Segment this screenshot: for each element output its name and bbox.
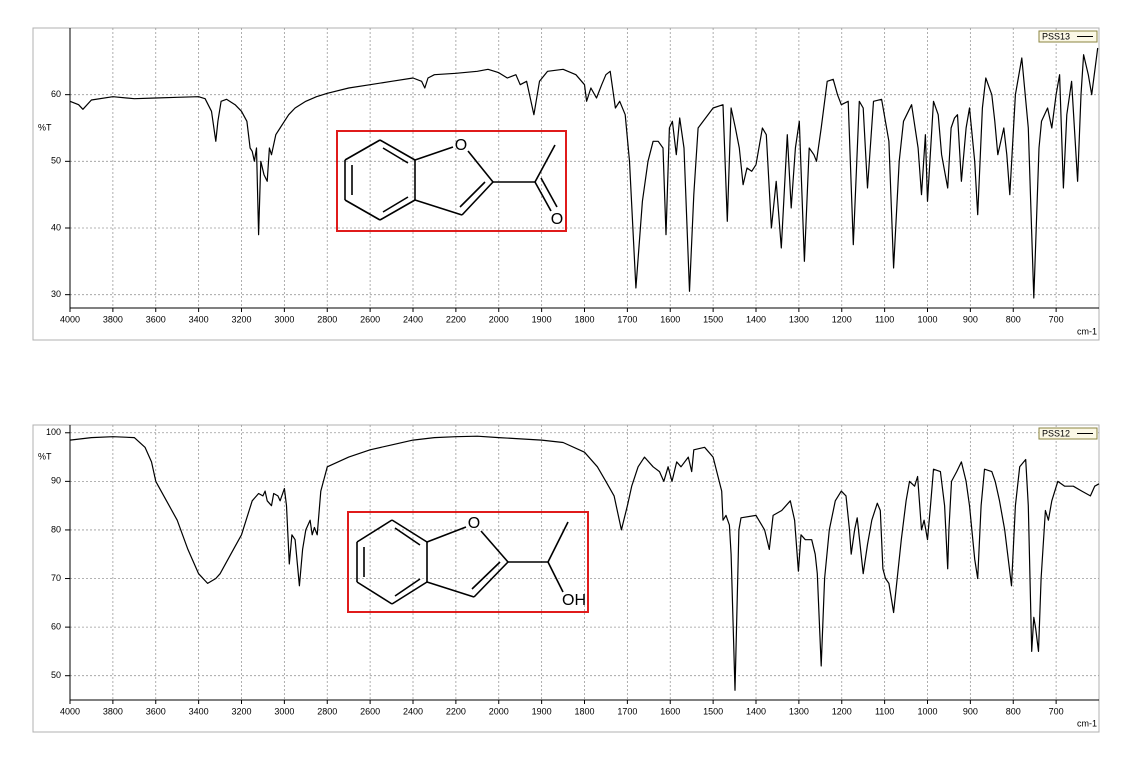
x-tick-label: 1000	[917, 706, 937, 716]
panel-frame	[32, 27, 1100, 341]
x-tick-label: 3600	[146, 706, 166, 716]
x-tick-label: 4000	[60, 314, 80, 324]
x-tick-label: 700	[1049, 314, 1064, 324]
x-tick-label: 3200	[231, 706, 251, 716]
x-tick-label: 2000	[489, 706, 509, 716]
x-tick-label: 1500	[703, 314, 723, 324]
y-tick-label: 80	[51, 524, 61, 534]
y-tick-label: 70	[51, 573, 61, 583]
structure-alcohol: O OH	[347, 511, 589, 613]
x-tick-label: 1800	[574, 706, 594, 716]
legend-label: PSS12	[1042, 428, 1070, 438]
x-tick-label: 1700	[617, 314, 637, 324]
x-tick-label: 3800	[103, 314, 123, 324]
atom-label: O	[468, 515, 480, 532]
y-tick-label: 90	[51, 476, 61, 486]
y-tick-label: 60	[51, 621, 61, 631]
x-tick-label: 1600	[660, 706, 680, 716]
x-tick-label: 4000	[60, 706, 80, 716]
x-tick-label: 1100	[875, 314, 894, 324]
x-tick-label: 1300	[789, 314, 809, 324]
x-tick-label: 800	[1006, 314, 1021, 324]
x-tick-label: 1100	[875, 706, 894, 716]
structure-ketone: O O	[336, 130, 567, 232]
x-tick-label: 2200	[446, 706, 466, 716]
x-tick-label: 2400	[403, 706, 423, 716]
x-tick-label: 3200	[231, 314, 251, 324]
x-tick-label: 3400	[189, 314, 209, 324]
y-axis-label: %T	[38, 451, 52, 461]
x-tick-label: 1200	[832, 706, 852, 716]
x-tick-label: 900	[963, 314, 978, 324]
x-tick-label: 1800	[574, 314, 594, 324]
x-tick-label: 1900	[532, 314, 552, 324]
y-axis-label: %T	[38, 122, 52, 132]
x-tick-label: 1400	[746, 314, 766, 324]
structure-box	[336, 130, 567, 232]
x-tick-label: 1900	[532, 706, 552, 716]
x-tick-label: 1400	[746, 706, 766, 716]
y-tick-label: 100	[46, 427, 61, 437]
x-tick-label: 800	[1006, 706, 1021, 716]
x-tick-label: 1200	[832, 314, 852, 324]
legend-box	[1038, 427, 1098, 440]
x-tick-label: 2600	[360, 706, 380, 716]
atom-label: O	[455, 137, 467, 154]
x-tick-label: 1600	[660, 314, 680, 324]
x-tick-label: 2200	[446, 314, 466, 324]
structure-box	[347, 511, 589, 613]
x-tick-label: 2600	[360, 314, 380, 324]
x-tick-label: 2000	[489, 314, 509, 324]
x-axis-label: cm-1	[1077, 326, 1097, 336]
x-tick-label: 2800	[317, 314, 337, 324]
spectrum-line	[69, 435, 1100, 691]
y-tick-label: 50	[51, 670, 61, 680]
x-tick-label: 700	[1049, 706, 1064, 716]
x-tick-label: 1700	[617, 706, 637, 716]
x-tick-label: 3000	[274, 314, 294, 324]
x-tick-label: 2800	[317, 706, 337, 716]
x-tick-label: 1000	[917, 314, 937, 324]
y-tick-label: 60	[51, 89, 61, 99]
x-tick-label: 1300	[789, 706, 809, 716]
y-tick-label: 30	[51, 289, 61, 299]
x-axis-label: cm-1	[1077, 718, 1097, 728]
x-tick-label: 3600	[146, 314, 166, 324]
legend-box	[1038, 30, 1098, 43]
spectrum-line	[69, 47, 1099, 299]
x-tick-label: 3000	[274, 706, 294, 716]
atom-label: OH	[562, 592, 586, 609]
x-tick-label: 3800	[103, 706, 123, 716]
atom-label: O	[551, 211, 563, 228]
legend-label: PSS13	[1042, 31, 1070, 41]
x-tick-label: 3400	[189, 706, 209, 716]
x-tick-label: 2400	[403, 314, 423, 324]
x-tick-label: 900	[963, 706, 978, 716]
x-tick-label: 1500	[703, 706, 723, 716]
y-tick-label: 50	[51, 156, 61, 166]
y-tick-label: 40	[51, 222, 61, 232]
